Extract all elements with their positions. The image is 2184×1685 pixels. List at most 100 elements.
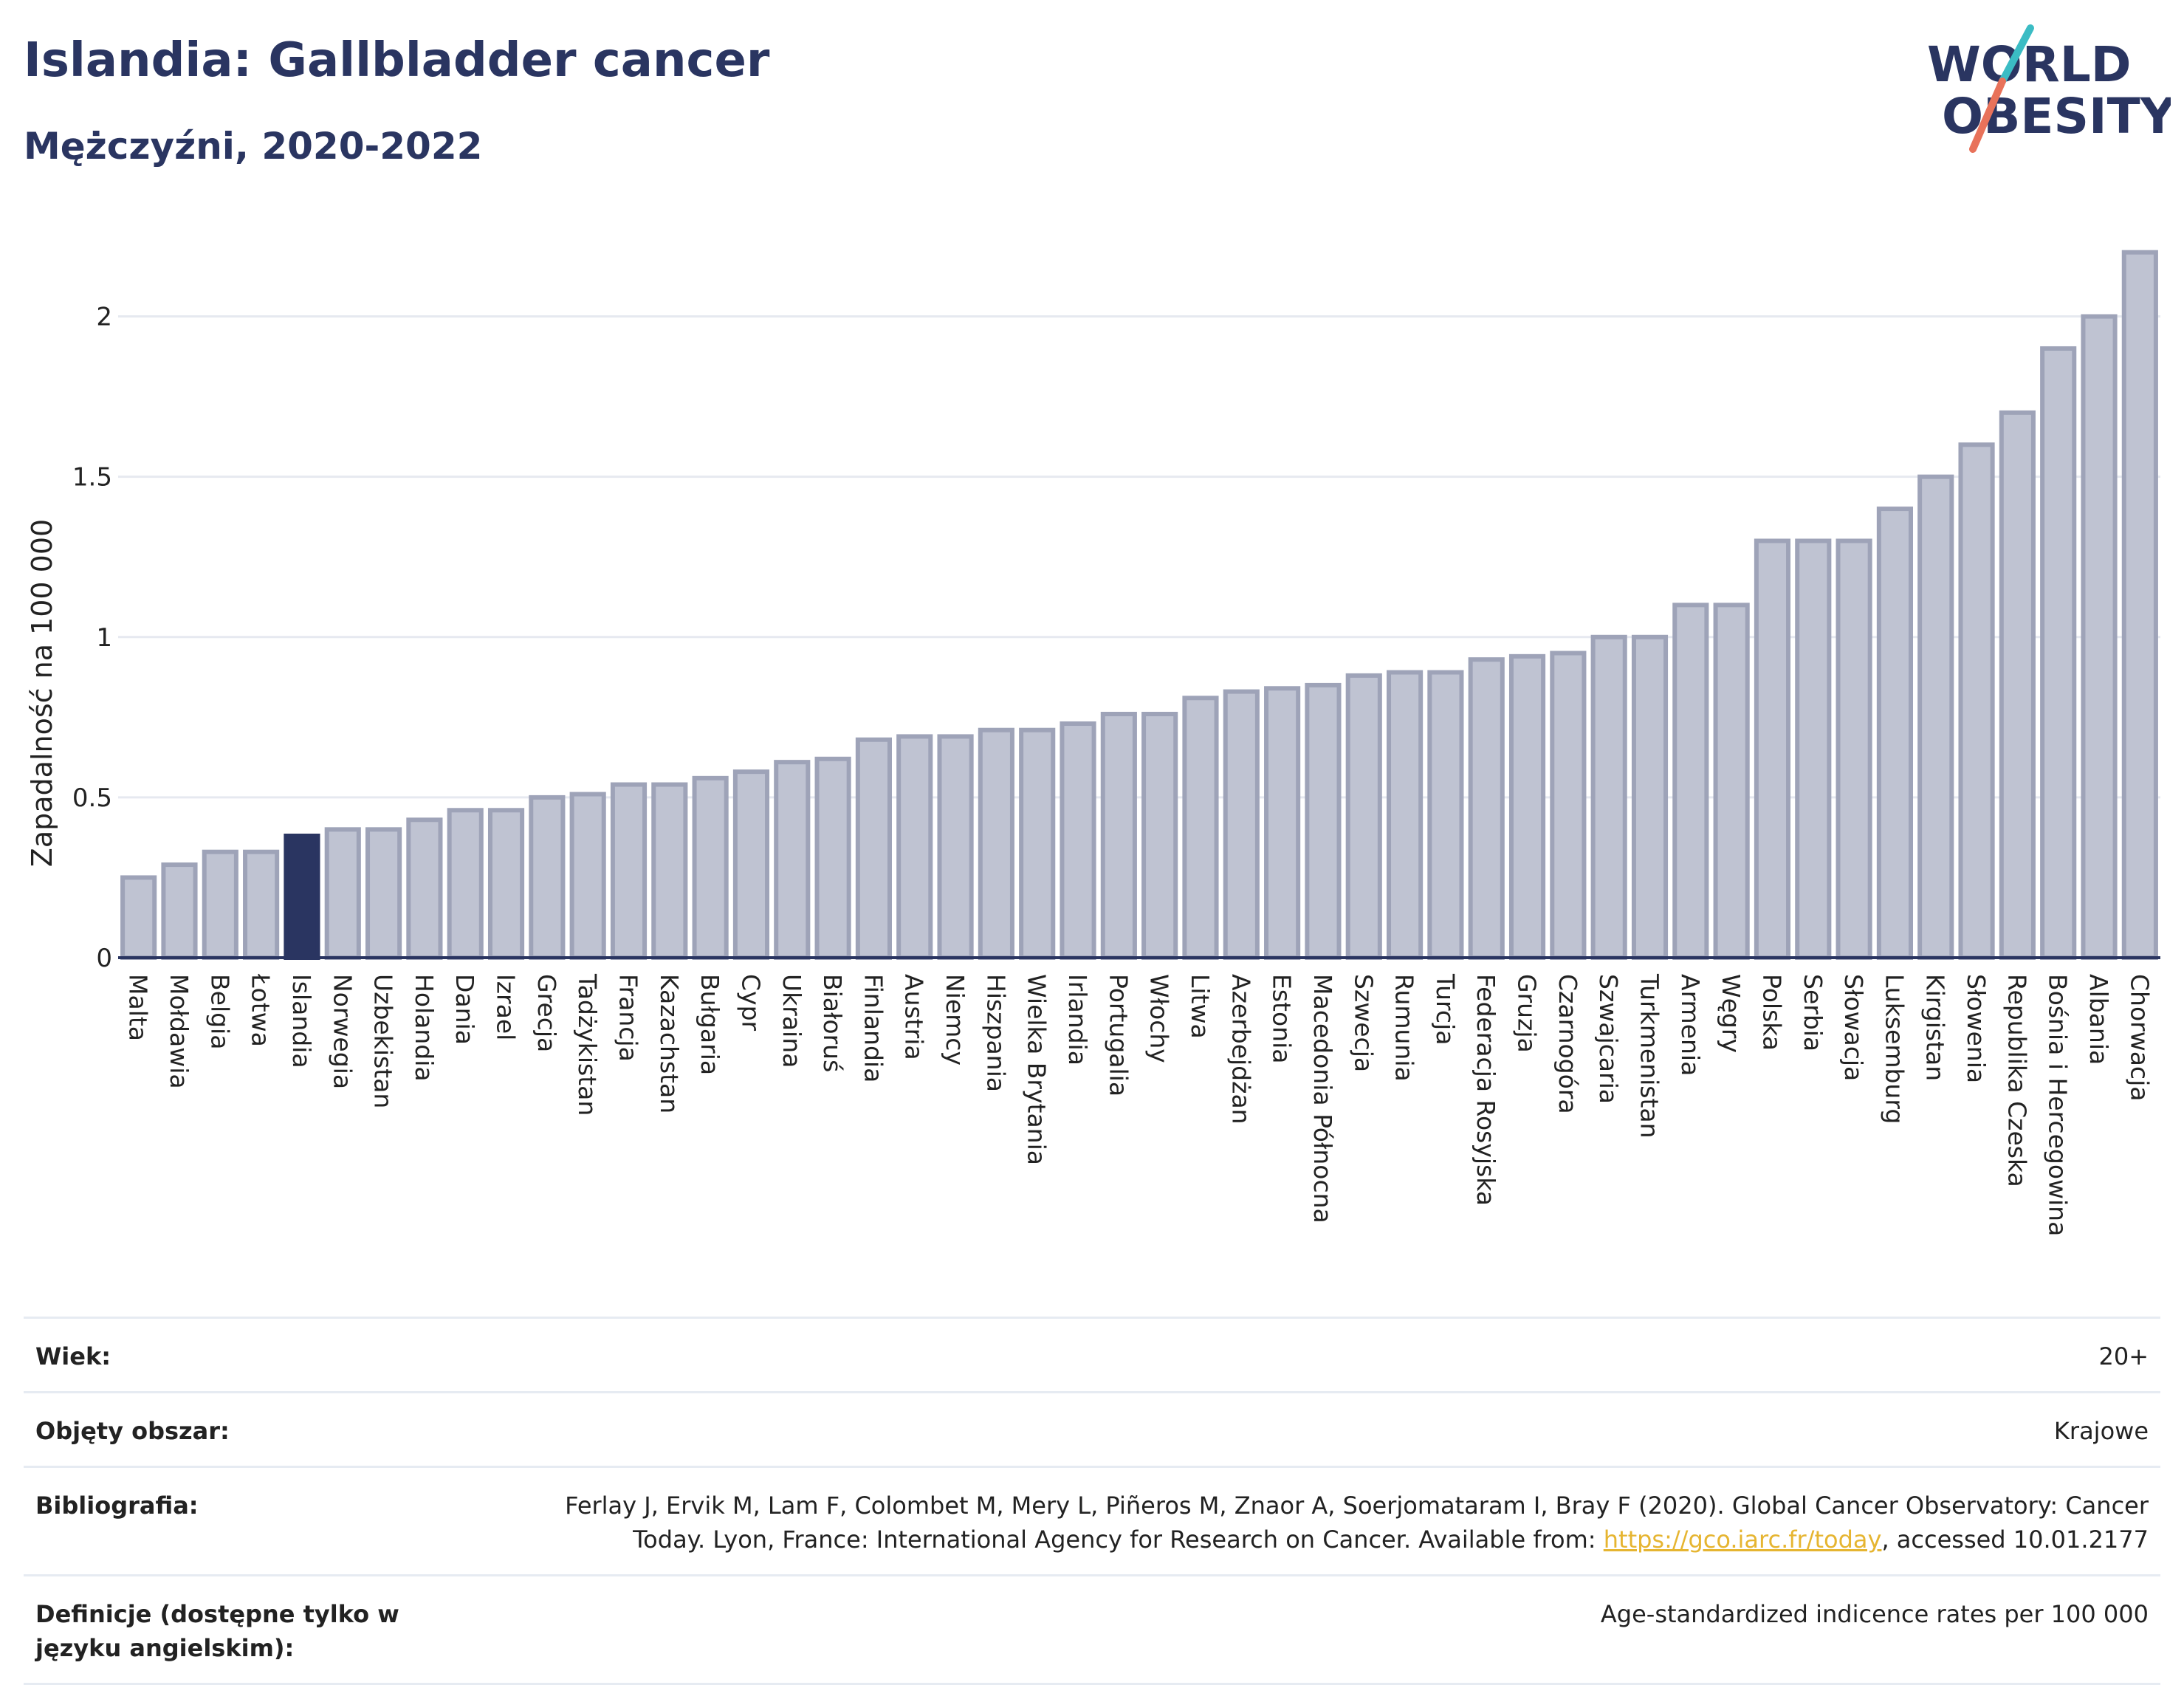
category-label: Turcja [1431,973,1460,1045]
bibliography-line-1: Ferlay J, Ervik M, Lam F, Colombet M, Me… [565,1492,2149,1520]
bar [1305,682,1342,961]
bar [406,817,443,960]
category-label: Litwa [1186,974,1215,1039]
bar [692,775,729,961]
category-label: Węgry [1717,974,1745,1053]
category-label: Kirgistan [1921,974,1950,1081]
category-label: Polska [1757,974,1786,1051]
bar [1141,711,1178,960]
category-label: Francja [614,974,643,1062]
age-label: Wiek: [35,1342,111,1370]
bar [487,808,525,961]
bar-chart: 0 0.5 1 1.5 2 Malta Mołdawia Belgia Łotwa Island… [26,250,2160,1236]
bibliography-value: Ferlay J, Ervik M, Lam F, Colombet M, Me… [565,1489,2149,1557]
definitions-value: Age-standardized indicence rates per 100… [1600,1600,2149,1628]
bar [774,760,811,960]
category-label: Armenia [1676,974,1705,1076]
category-label: Szwecja [1349,974,1378,1072]
category-label: Mołdawia [165,974,193,1089]
category-label: Bułgaria [696,974,724,1075]
bar [1672,603,1709,960]
bar [1876,507,1913,960]
category-label: Czarnogóra [1553,974,1582,1114]
bar [651,782,688,961]
info-row-coverage: Objęty obszar: Krajowe [24,1391,2160,1466]
category-label: Albania [2084,974,2113,1065]
info-row-definitions: Definicje (dostępne tylko w języku angie… [24,1574,2160,1685]
coverage-value: Krajowe [2053,1417,2149,1445]
category-label: Białoruś [818,974,847,1072]
bar [937,734,974,960]
category-label: Luksemburg [1880,974,1909,1124]
y-tick-label: 0 [96,944,112,973]
age-value: 20+ [2098,1342,2149,1370]
bar [1917,474,1954,960]
bar [529,795,566,961]
category-label: Islandia [287,974,316,1068]
y-tick-label: 2 [96,303,112,332]
bibliography-line-2-post: , accessed 10.01.2177 [1881,1526,2149,1554]
category-labels: Malta Mołdawia Belgia Łotwa Islandia Norwegia… [124,973,2154,1236]
bar [1754,538,1791,960]
coverage-label: Objęty obszar: [35,1417,230,1445]
category-label: Kazachstan [655,974,684,1113]
bar [896,734,933,960]
category-label: Serbia [1799,974,1827,1051]
category-label: Izrael [492,974,521,1040]
bar [1836,538,1872,960]
category-label: Finlandia [859,974,887,1082]
definitions-label: Definicje (dostępne tylko w języku angie… [35,1600,399,1662]
category-label: Irlandia [1063,974,1092,1065]
bar [161,862,198,961]
bar [1182,696,1219,961]
bar [1223,689,1260,961]
category-label: Chorwacja [2125,974,2154,1101]
category-label: Estonia [1268,974,1297,1063]
bar-highlighted [284,833,320,961]
bar [1795,538,1832,960]
category-label: Macedonia Północna [1308,974,1337,1224]
bar [1631,634,1669,960]
bibliography-line-2-pre: Today. Lyon, France: International Agenc… [633,1526,1604,1554]
category-label: Ukraina [777,974,806,1068]
bar [569,792,606,960]
category-label: Bośnia i Hercegowina [2044,974,2073,1236]
bibliography-line-2: Today. Lyon, France: International Agenc… [565,1523,2149,1557]
category-label: Belgia [205,974,234,1049]
category-label: Holandia [410,974,439,1082]
bar [1999,410,2036,960]
bar [1019,727,1056,960]
bar [1508,653,1546,960]
info-row-bibliography: Bibliografia: Ferlay J, Ervik M, Lam F, … [24,1466,2160,1574]
bar [1100,711,1137,960]
category-label: Słowacja [1839,974,1868,1081]
category-label: Dania [450,974,479,1045]
y-tick-label: 0.5 [72,783,112,813]
bar [2121,250,2158,960]
category-label: Cypr [736,974,765,1032]
category-label: Republika Czeska [2002,974,2031,1187]
category-label: Gruzja [1513,974,1542,1053]
bar [814,756,851,960]
category-label: Uzbekistan [369,974,398,1108]
bar [1468,657,1505,960]
bar [1345,673,1382,961]
bibliography-link[interactable]: https://gco.iarc.fr/today [1603,1526,1882,1554]
logo-slash-coral [1969,78,2006,153]
logo-slash-teal [1999,24,2034,85]
world-obesity-logo: WORLD OBESITY [1927,24,2171,153]
info-row-age: Wiek: 20+ [24,1317,2160,1391]
bar [1387,670,1424,960]
category-label: Szwajcaria [1594,974,1623,1104]
category-label: Rumunia [1390,974,1419,1082]
bar [120,875,157,961]
category-label: Wielka Brytania [1023,974,1051,1165]
category-label: Niemcy [941,974,969,1065]
bars [120,250,2158,961]
bar [447,808,484,961]
bar [1264,686,1301,961]
bar [324,827,361,961]
category-label: Turkmenistan [1635,973,1664,1139]
category-label: Austria [900,974,929,1060]
category-label: Włochy [1145,974,1174,1063]
